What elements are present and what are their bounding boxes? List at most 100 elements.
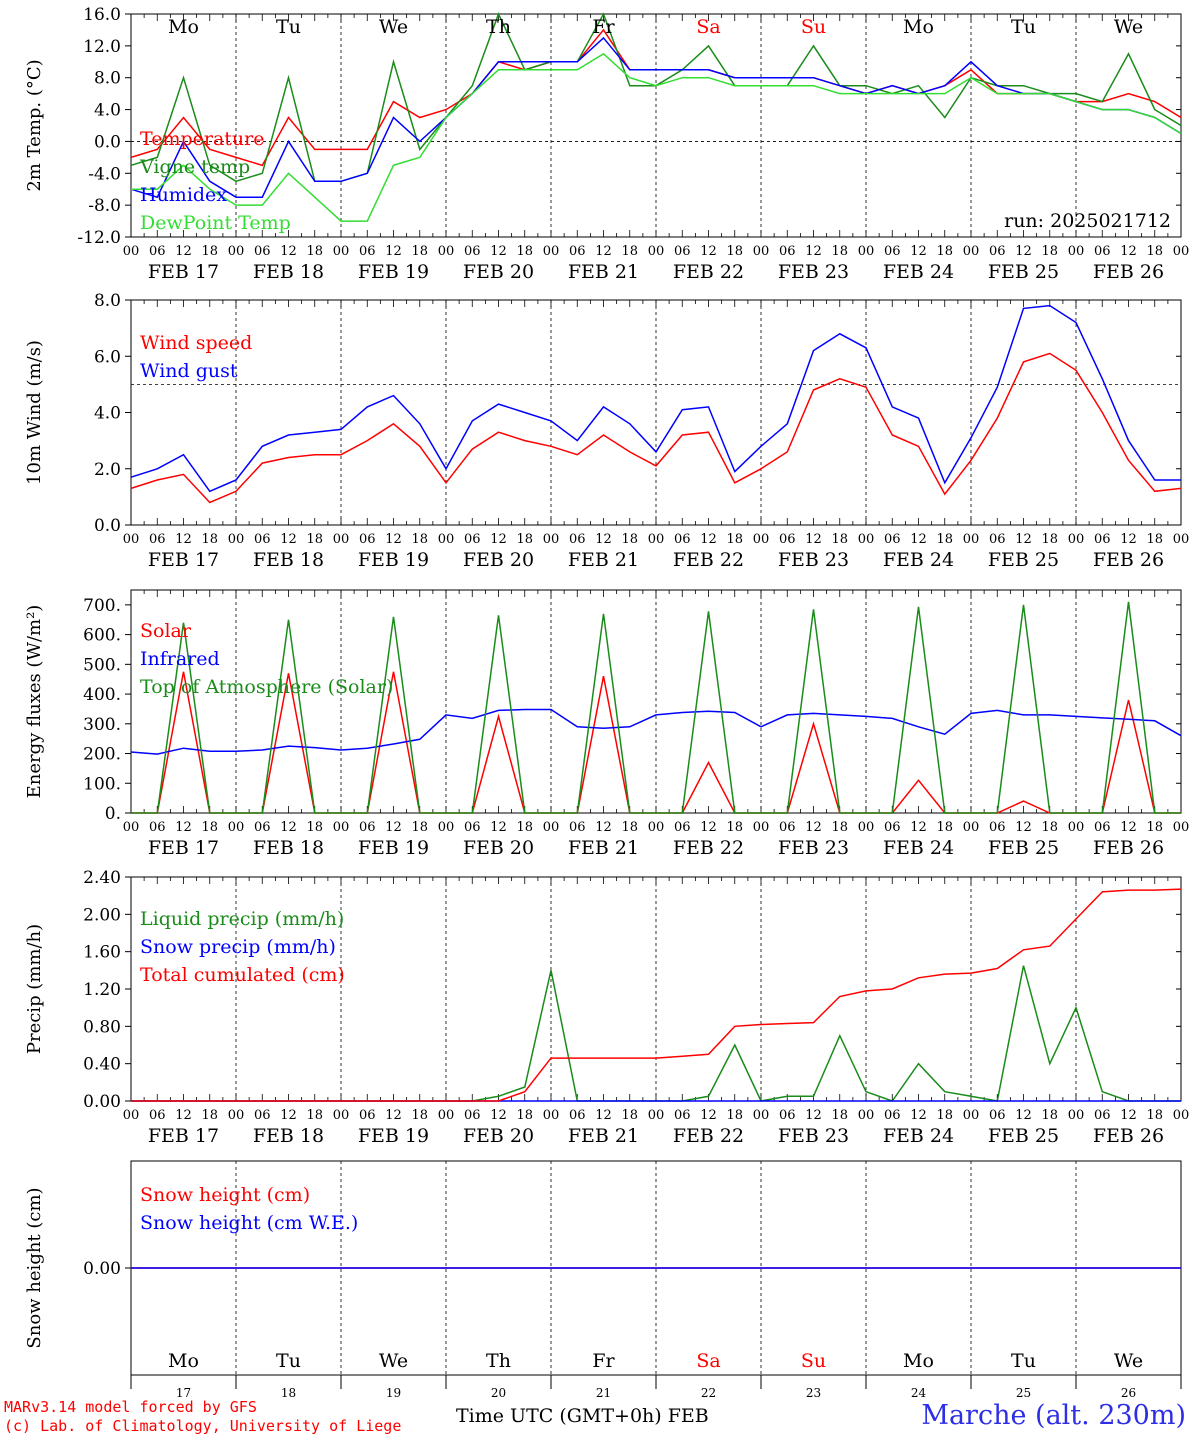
wind-hour-tick-label: 12: [1120, 532, 1137, 547]
flux-hour-tick-label: 06: [989, 820, 1006, 835]
wind-hour-tick-label: 18: [621, 532, 638, 547]
precip-hour-tick-label: 06: [464, 1108, 481, 1123]
precip-hour-tick-label: 18: [936, 1108, 953, 1123]
precip-hour-tick-label: 06: [989, 1108, 1006, 1123]
flux-hour-tick-label: 00: [123, 820, 140, 835]
wind-series-line-0: [130, 352, 1182, 504]
temp-hour-tick-label: 00: [333, 244, 350, 259]
flux-hour-tick-label: 06: [359, 820, 376, 835]
snow-day-number-label: 17: [176, 1386, 191, 1400]
wind-date-label: FEB 20: [463, 549, 534, 571]
wind-hour-tick-label: 00: [438, 532, 455, 547]
temp-y-tick-label: 0.0: [94, 132, 121, 152]
wind-hour-tick-label: 06: [1094, 532, 1111, 547]
wind-hour-tick-label: 06: [779, 532, 796, 547]
snow-weekday-label: Mo: [168, 1350, 199, 1372]
precip-hour-tick-label: 12: [490, 1108, 507, 1123]
precip-hour-tick-label: 12: [280, 1108, 297, 1123]
temp-hour-tick-label: 00: [1173, 244, 1190, 259]
wind-hour-tick-label: 12: [805, 532, 822, 547]
temp-legend-entry: Humidex: [140, 184, 227, 206]
wind-legend-entry: Wind speed: [140, 332, 252, 354]
flux-date-label: FEB 26: [1093, 837, 1164, 859]
wind-hour-tick-label: 00: [333, 532, 350, 547]
temp-y-tick-label: 12.0: [83, 37, 121, 57]
wind-date-label: FEB 19: [358, 549, 429, 571]
wind-hour-tick-label: 00: [1068, 532, 1085, 547]
temp-series-line-2: [130, 36, 1182, 199]
wind-date-label: FEB 18: [253, 549, 324, 571]
temp-hour-tick-label: 06: [254, 244, 271, 259]
precip-date-label: FEB 26: [1093, 1125, 1164, 1147]
precip-hour-tick-label: 12: [385, 1108, 402, 1123]
temp-hour-tick-label: 12: [700, 244, 717, 259]
snow-day-number-label: 19: [386, 1386, 401, 1400]
snow-weekday-label: Tu: [276, 1350, 301, 1372]
temp-hour-tick-label: 00: [753, 244, 770, 259]
meteogram-svg: 00 06 12 18 00 06 12 18 00 06 12 18 00 06 12 18 00 06 12 18…: [24, 5, 1190, 1400]
precip-hour-tick-label: 12: [700, 1108, 717, 1123]
wind-hour-tick-label: 06: [569, 532, 586, 547]
wind-hour-tick-label: 18: [1146, 532, 1163, 547]
footer-credits: MARv3.14 model forced by GFS (c) Lab. of…: [4, 1398, 401, 1436]
temp-hour-tick-label: 12: [490, 244, 507, 259]
snow-legend-entry: Snow height (cm): [140, 1184, 310, 1206]
flux-y-tick-label: 700.: [83, 596, 121, 616]
flux-date-label: FEB 23: [778, 837, 849, 859]
wind-hour-tick-label: 18: [726, 532, 743, 547]
flux-legend-entry: Top of Atmosphere (Solar): [140, 676, 393, 698]
wind-hour-tick-label: 06: [359, 532, 376, 547]
snow-day-number-label: 22: [701, 1386, 716, 1400]
flux-hour-tick-label: 12: [1120, 820, 1137, 835]
precip-date-label: FEB 20: [463, 1125, 534, 1147]
flux-y-tick-label: 200.: [83, 745, 121, 765]
flux-y-tick-label: 0.: [105, 804, 121, 824]
flux-hour-tick-label: 00: [228, 820, 245, 835]
snow-weekday-label: We: [1114, 1350, 1143, 1372]
flux-date-label: FEB 17: [148, 837, 219, 859]
temp-hour-tick-label: 18: [831, 244, 848, 259]
wind-hour-tick-label: 12: [385, 532, 402, 547]
flux-hour-tick-label: 18: [936, 820, 953, 835]
wind-y-tick-label: 8.0: [94, 291, 121, 311]
wind-hour-tick-label: 12: [700, 532, 717, 547]
temp-date-label: FEB 23: [778, 261, 849, 283]
precip-legend-entry: Total cumulated (cm): [140, 964, 345, 986]
temp-date-label: FEB 24: [883, 261, 954, 283]
precip-y-tick-label: 0.80: [83, 1017, 121, 1037]
wind-hour-tick-label: 18: [1041, 532, 1058, 547]
temp-hour-tick-label: 18: [621, 244, 638, 259]
snow-day-number-label: 24: [911, 1386, 927, 1400]
temp-hour-tick-label: 06: [989, 244, 1006, 259]
temp-y-tick-label: 8.0: [94, 69, 121, 89]
flux-series-line-2: [131, 601, 1181, 814]
temp-hour-tick-label: 12: [280, 244, 297, 259]
snow-weekday-label: Su: [801, 1350, 826, 1372]
temp-hour-tick-label: 06: [359, 244, 376, 259]
snow-day-number-label: 18: [281, 1386, 296, 1400]
precip-hour-tick-label: 18: [831, 1108, 848, 1123]
flux-hour-tick-label: 06: [149, 820, 166, 835]
wind-hour-tick-label: 00: [648, 532, 665, 547]
wind-hour-tick-label: 06: [149, 532, 166, 547]
temp-weekday-label: Th: [486, 16, 511, 38]
precip-hour-tick-label: 12: [910, 1108, 927, 1123]
wind-series-line-1: [130, 304, 1181, 493]
temp-run-annotation: run: 2025021712: [1004, 210, 1171, 232]
precip-hour-tick-label: 12: [1120, 1108, 1137, 1123]
flux-y-tick-label: 100.: [83, 774, 121, 794]
temp-date-label: FEB 21: [568, 261, 639, 283]
wind-hour-tick-label: 18: [411, 532, 428, 547]
precip-date-label: FEB 24: [883, 1125, 954, 1147]
snow-weekday-label: Fr: [592, 1350, 615, 1372]
precip-legend-entry: Snow precip (mm/h): [140, 936, 336, 958]
temp-hour-tick-label: 18: [201, 244, 218, 259]
temp-date-label: FEB 19: [358, 261, 429, 283]
snow-day-number-label: 23: [806, 1386, 821, 1400]
precip-y-tick-label: 1.60: [83, 943, 121, 963]
temp-hour-tick-label: 00: [228, 244, 245, 259]
precip-date-label: FEB 17: [148, 1125, 219, 1147]
temp-hour-tick-label: 12: [175, 244, 192, 259]
temp-hour-tick-label: 12: [1015, 244, 1032, 259]
temp-hour-tick-label: 12: [595, 244, 612, 259]
